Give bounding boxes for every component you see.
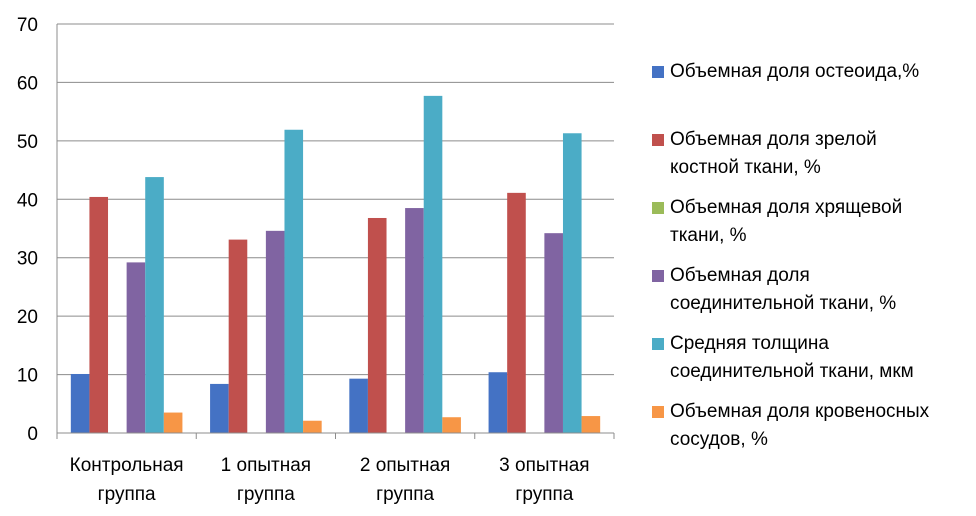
legend-label: соединительной ткани, мкм: [670, 361, 914, 382]
legend-item: Объемная доля хрящевой ткани, %: [652, 194, 970, 250]
bar: [488, 372, 508, 433]
bar: [507, 192, 526, 433]
legend-label: Объемная доля: [670, 265, 810, 286]
bar-chart: 0 10 20 30 40 50 60 70 Контрольная группа 1 опытн…: [17, 15, 615, 505]
legend-item: Объемная доля остеоида,%: [652, 58, 970, 86]
x-tick-label: группа: [376, 484, 434, 505]
y-tick-label: 0: [27, 424, 38, 445]
bar: [89, 196, 109, 433]
y-tick-label: 40: [17, 190, 38, 211]
y-tick-label: 60: [17, 73, 38, 94]
legend-label: костной ткани, %: [670, 157, 821, 178]
bar: [303, 420, 322, 433]
legend-item: Средняя толщина соединительной ткани, мкм: [652, 330, 970, 386]
bar: [126, 262, 146, 433]
legend-swatch: [652, 134, 664, 146]
bar: [210, 383, 229, 433]
bar: [349, 378, 368, 433]
bar: [405, 208, 424, 433]
x-tick-label: 1 опытная: [221, 455, 311, 476]
legend-swatch: [652, 338, 664, 350]
y-tick-label: 30: [17, 249, 38, 270]
y-tick-label: 10: [17, 366, 38, 387]
legend-item: Объемная доля кровеносных сосудов, %: [652, 398, 970, 454]
legend-item: Объемная доля соединительной ткани, %: [652, 262, 970, 318]
x-axis-tick-labels: Контрольная группа 1 опытная группа 2 опытна…: [70, 455, 590, 505]
bar: [163, 412, 183, 433]
x-tick-label: группа: [515, 484, 573, 505]
legend-swatch: [652, 270, 664, 282]
x-tick-label: группа: [237, 484, 295, 505]
legend-item: Объемная доля зрелой костной ткани, %: [652, 126, 970, 182]
x-tick-label: 2 опытная: [360, 455, 450, 476]
x-tick-label: 3 опытная: [499, 455, 589, 476]
bar: [442, 417, 461, 433]
bar: [70, 373, 90, 433]
legend-label: сосудов, %: [670, 429, 768, 450]
legend-label: Объемная доля кровеносных: [670, 401, 930, 422]
legend-label: Средняя толщина: [670, 333, 829, 354]
bar: [284, 129, 304, 433]
legend-swatch: [652, 202, 664, 214]
legend-swatch: [652, 66, 664, 78]
bar: [562, 133, 582, 434]
bar: [228, 239, 248, 433]
legend-label: Объемная доля хрящевой: [670, 197, 903, 218]
y-axis-tick-labels: 0 10 20 30 40 50 60 70: [17, 15, 38, 445]
bars: [70, 95, 601, 434]
x-tick-label: Контрольная: [70, 455, 184, 476]
legend: Объемная доля остеоида,% Объемная доля зр…: [652, 58, 970, 466]
y-tick-label: 70: [17, 15, 38, 36]
legend-label: соединительной ткани, %: [670, 293, 897, 314]
bar: [367, 217, 387, 433]
bar: [145, 177, 164, 433]
bar: [265, 230, 285, 433]
bar: [423, 95, 443, 434]
legend-swatch: [652, 406, 664, 418]
bar: [544, 233, 563, 433]
legend-label: ткани, %: [670, 225, 747, 246]
legend-label: Объемная доля зрелой: [670, 129, 877, 150]
bar: [581, 416, 601, 433]
y-tick-label: 50: [17, 132, 38, 153]
y-tick-label: 20: [17, 307, 38, 328]
axes: [56, 24, 615, 439]
x-tick-label: группа: [98, 484, 156, 505]
legend-label: Объемная доля остеоида,%: [670, 61, 920, 82]
